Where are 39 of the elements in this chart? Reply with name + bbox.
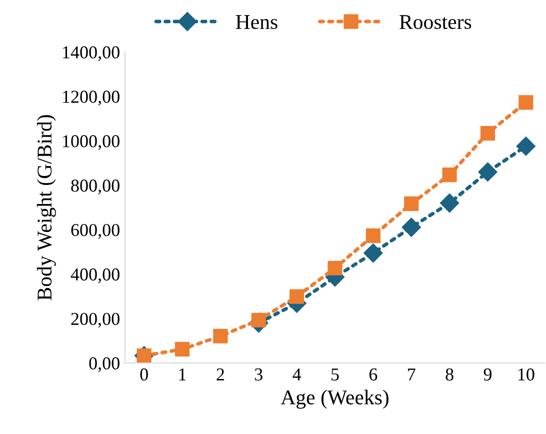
legend-label: Roosters xyxy=(400,15,472,30)
x-tick-label: 0 xyxy=(140,368,148,381)
point xyxy=(442,168,457,182)
point xyxy=(136,348,152,363)
y-tick-label: 800,00 xyxy=(71,180,120,194)
x-tick-label: 3 xyxy=(254,368,262,381)
x-tick-label: 7 xyxy=(408,368,416,380)
legend-label: Hens xyxy=(236,15,278,30)
y-tick-label: 1200,00 xyxy=(63,90,120,106)
point xyxy=(518,95,534,110)
x-tick-label: 1 xyxy=(179,368,186,380)
y-axis-title: Body Weight (G/Bird) xyxy=(36,115,56,300)
point xyxy=(213,328,228,344)
x-tick-label: 8 xyxy=(446,368,454,381)
point xyxy=(251,312,266,328)
point xyxy=(366,228,380,244)
x-tick-label: 4 xyxy=(292,368,302,380)
point xyxy=(478,162,498,182)
point xyxy=(480,126,496,141)
y-tick-label: 200,00 xyxy=(71,312,120,328)
y-tick-label: 0,00 xyxy=(89,357,120,372)
y-tick-label: 1400,00 xyxy=(63,46,120,62)
y-tick-label: 600,00 xyxy=(71,224,120,239)
x-tick-label: 6 xyxy=(369,368,378,381)
point xyxy=(402,218,421,237)
point xyxy=(440,194,460,213)
point xyxy=(174,342,190,357)
y-tick-label: 400,00 xyxy=(70,268,120,284)
point xyxy=(404,196,419,212)
point xyxy=(516,136,536,156)
x-tick-label: 2 xyxy=(216,368,224,380)
x-tick-label: 9 xyxy=(484,368,492,381)
point xyxy=(328,260,342,276)
point xyxy=(290,289,304,304)
x-axis-title: Age (Weeks) xyxy=(280,390,388,409)
y-tick-label: 1000,00 xyxy=(63,135,120,150)
x-tick-label: 10 xyxy=(518,368,534,381)
x-tick-label: 5 xyxy=(332,368,339,381)
point xyxy=(364,244,383,263)
